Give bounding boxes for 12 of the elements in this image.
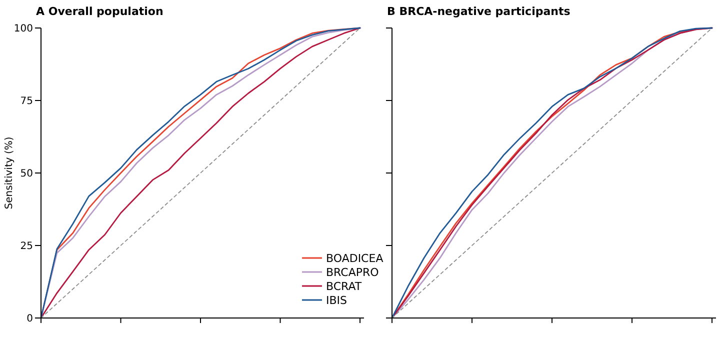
legend-label: BRCAPRO xyxy=(326,266,380,279)
y-tick-label: 50 xyxy=(20,168,33,180)
y-tick-label: 0 xyxy=(26,314,33,324)
chart-title: B BRCA-negative participants xyxy=(387,5,571,18)
legend-label: BOADICEA xyxy=(326,252,384,265)
legend-label: IBIS xyxy=(326,294,348,307)
legend-label: BCRAT xyxy=(326,280,362,293)
y-tick-label: 75 xyxy=(20,96,33,107)
y-tick-label: 100 xyxy=(14,24,33,34)
y-axis-title: Sensitivity (%) xyxy=(4,136,15,210)
y-tick-label: 25 xyxy=(20,241,33,252)
chart-title: A Overall population xyxy=(36,5,164,18)
